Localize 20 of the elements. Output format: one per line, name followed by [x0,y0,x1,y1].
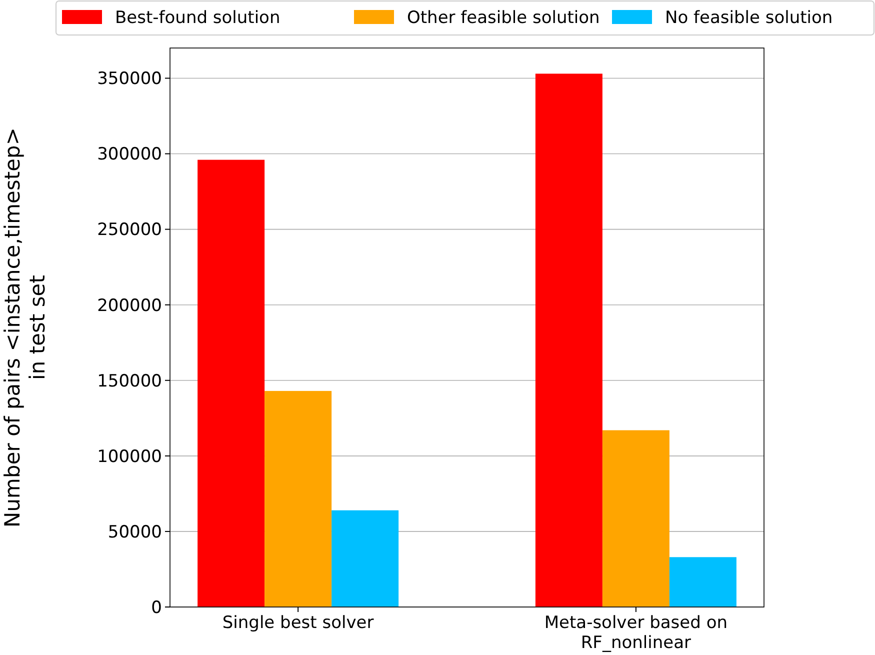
bar [264,390,332,607]
y-tick-label: 150000 [97,371,162,392]
legend-label: Other feasible solution [407,8,600,28]
x-tick-label: Meta-solver based on RF_nonlinear [544,613,728,653]
y-tick-label: 100000 [97,446,162,467]
x-tick-label: Single best solver [222,613,374,633]
y-tick-label: 300000 [97,144,162,165]
bar [602,430,670,607]
bar [332,510,399,607]
y-tick-label: 250000 [97,220,162,240]
y-tick-label: 0 [151,598,162,618]
legend-label: Best-found solution [115,8,280,28]
y-tick-label: 50000 [108,522,162,542]
bar [535,74,602,607]
bar [198,160,265,607]
legend-label: No feasible solution [665,8,833,28]
bar [669,557,736,607]
y-tick-label: 200000 [97,296,162,316]
y-tick-label: 350000 [97,69,162,90]
y-axis-title: Number of pairs <instance,timestep> in test set [0,128,50,528]
